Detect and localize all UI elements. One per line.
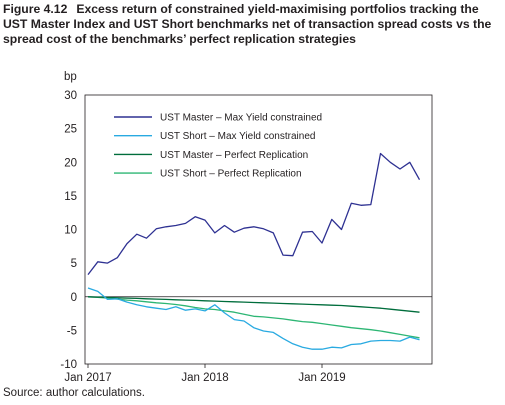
y-tick-label: 10 [64, 225, 77, 237]
series-line-4 [87, 296, 420, 339]
legend-label: UST Master – Max Yield constrained [160, 113, 322, 124]
figure-title-text: Excess return of constrained yield-maxim… [3, 2, 492, 46]
x-tick-label: Jan 2019 [298, 372, 345, 384]
y-tick-label: 15 [64, 191, 77, 203]
legend-label: UST Short – Perfect Replication [160, 169, 302, 180]
x-tick-label: Jan 2017 [64, 372, 111, 384]
y-axis-unit-label: bp [64, 71, 77, 83]
y-tick-label: 0 [71, 292, 77, 304]
series-line-3 [87, 296, 420, 313]
legend-label: UST Short – Max Yield constrained [160, 131, 315, 142]
y-tick-label: 5 [71, 258, 77, 270]
y-tick-label: 25 [64, 124, 77, 136]
legend-label: UST Master – Perfect Replication [160, 150, 308, 161]
source-note: Source: author calculations. [3, 387, 145, 399]
figure-title: Figure 4.12 Excess return of constrained … [3, 2, 501, 47]
y-tick-label: 30 [64, 90, 77, 102]
y-tick-label: 20 [64, 157, 77, 169]
x-tick-label: Jan 2018 [181, 372, 228, 384]
series-line-2 [87, 287, 420, 350]
series-line-1 [87, 152, 421, 275]
y-tick-label: -5 [67, 325, 77, 337]
y-tick-label: -10 [60, 359, 77, 371]
figure-number: Figure 4.12 [3, 2, 68, 16]
plot-frame [84, 94, 433, 365]
